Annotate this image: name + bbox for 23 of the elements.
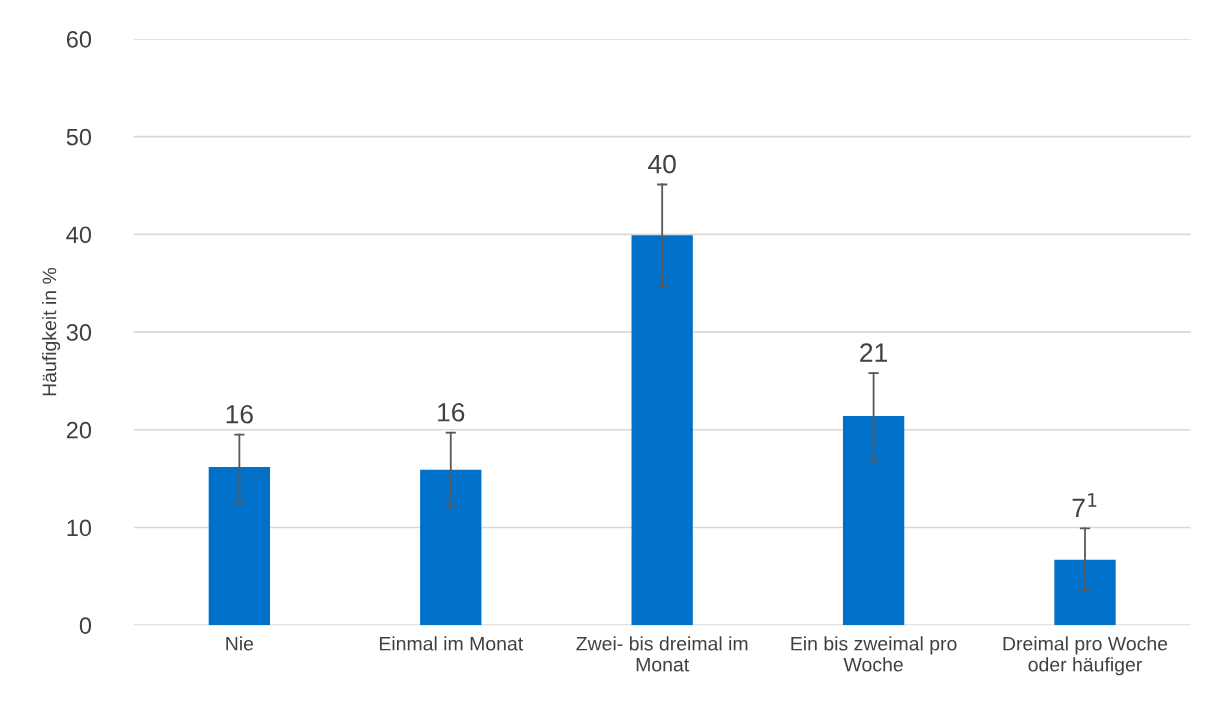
data-label: 7$^{1}$ xyxy=(1072,493,1097,517)
y-tick-label: 30 xyxy=(66,324,92,341)
data-label: 16 xyxy=(226,404,253,424)
bar xyxy=(842,416,905,626)
x-tick-label: Zwei- bis dreimal im Monat xyxy=(576,636,748,672)
bar xyxy=(420,469,482,626)
data-label: 21 xyxy=(860,343,887,362)
bar xyxy=(208,466,271,626)
data-label: 40 xyxy=(648,154,676,174)
bar xyxy=(1054,559,1116,626)
x-tick-label: Dreimal pro Woche oder häufiger xyxy=(1003,636,1168,676)
y-tick-label: 60 xyxy=(66,31,92,48)
data-label: 16 xyxy=(438,402,465,422)
x-tick-label: Einmal im Monat xyxy=(379,636,524,651)
y-tick-label: 50 xyxy=(66,128,92,146)
y-tick-label: 20 xyxy=(66,421,92,439)
y-tick-label: 0 xyxy=(79,617,92,634)
x-tick-label: Ein bis zweimal pro Woche xyxy=(791,636,957,672)
bar xyxy=(631,235,693,626)
y-axis-title: Häufigkeit in % xyxy=(42,267,61,396)
y-tick-label: 10 xyxy=(67,519,92,537)
y-tick-label: 40 xyxy=(66,226,92,244)
x-tick-label: Nie xyxy=(226,636,254,651)
